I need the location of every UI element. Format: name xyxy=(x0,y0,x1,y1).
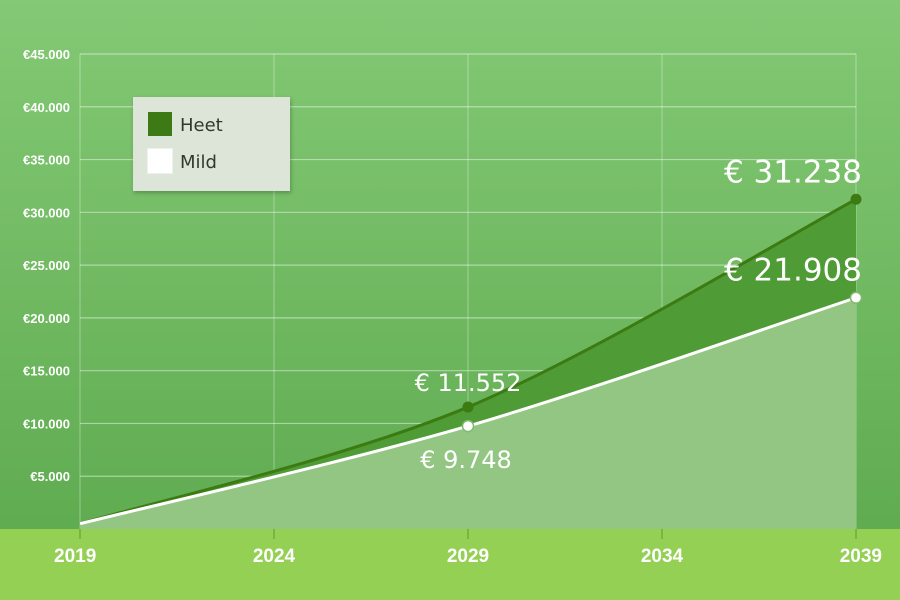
x-tick-label: 2039 xyxy=(840,546,882,567)
area-layer xyxy=(80,199,856,529)
data-label-mild-2039: € 21.908 xyxy=(724,253,862,289)
y-tick-label: €45.000 xyxy=(23,47,70,62)
data-labels: € 11.552 € 9.748 € 31.238 € 21.908 xyxy=(415,154,862,474)
point-heet xyxy=(462,401,474,413)
x-tick-label: 2029 xyxy=(447,546,489,567)
y-tick-label: €40.000 xyxy=(23,100,70,115)
point-mild xyxy=(461,419,475,433)
legend-box xyxy=(133,97,290,191)
legend-label-mild: Mild xyxy=(180,152,217,173)
data-label-heet-2039: € 31.238 xyxy=(724,154,862,190)
area-mild xyxy=(80,297,856,529)
x-axis-band xyxy=(0,529,900,600)
y-tick-label: €5.000 xyxy=(30,469,70,484)
y-tick-label: €10.000 xyxy=(23,416,70,431)
y-tick-label: €25.000 xyxy=(23,258,70,273)
legend-label-heet: Heet xyxy=(180,115,223,136)
point-mild xyxy=(849,291,863,304)
data-points xyxy=(461,193,863,433)
point-heet xyxy=(850,193,862,205)
y-tick-label: €20.000 xyxy=(23,311,70,326)
x-tick-label: 2034 xyxy=(641,546,684,567)
data-label-heet-2029: € 11.552 xyxy=(415,369,522,397)
legend-swatch-heet xyxy=(148,112,172,136)
legend: Heet Mild xyxy=(133,97,290,191)
legend-swatch-mild xyxy=(147,148,173,174)
y-axis: €5.000 €10.000 €15.000 €20.000 €25.000 €30.00… xyxy=(23,47,70,484)
x-tick-label: 2024 xyxy=(253,546,296,567)
y-tick-label: €15.000 xyxy=(23,364,70,379)
x-axis: 2019 2024 2029 2034 2039 xyxy=(54,529,882,567)
data-label-mild-2029: € 9.748 xyxy=(420,446,512,474)
y-tick-label: €30.000 xyxy=(23,205,70,220)
y-tick-label: €35.000 xyxy=(23,153,70,168)
x-tick-label: 2019 xyxy=(54,546,96,567)
